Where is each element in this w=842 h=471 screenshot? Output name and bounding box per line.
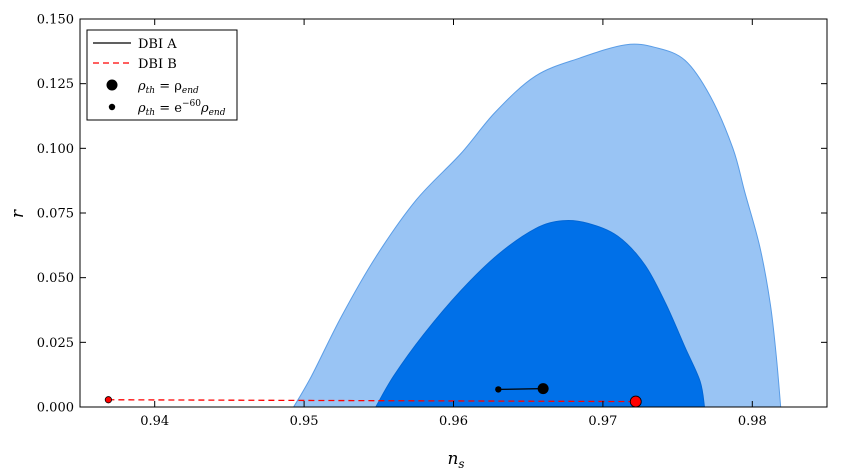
y-tick-label: 0.050 [37,271,74,286]
series-line-dbi-b [108,399,636,403]
legend-label-dbi-b: DBI B [138,57,177,72]
y-tick-label: 0.025 [37,336,74,351]
series-line-dbi-a [498,387,544,391]
data-point-dbi-b-0 [104,396,112,404]
legend-swatch-large-marker [106,79,118,91]
y-axis-label: r [8,209,28,218]
x-tick-label: 0.98 [738,414,767,429]
axis-ticks: 0.94 0.95 0.96 0.97 0.98 0.000 0.025 0.050 0.075… [37,13,827,429]
y-tick-label: 0.150 [37,13,74,28]
legend-label-rho-end: ρth = ρend [137,79,199,96]
data-point-dbi-a-0 [495,386,502,393]
data-point-dbi-b-1 [629,395,642,408]
legend-swatch-small-marker [108,103,116,111]
confidence-contours [292,43,782,408]
y-tick-label: 0.125 [37,77,74,92]
data-point-dbi-a-1 [537,383,549,395]
y-tick-label: 0.100 [37,142,74,157]
legend-label-dbi-a: DBI A [138,37,177,52]
x-tick-label: 0.95 [290,414,319,429]
x-tick-label: 0.96 [439,414,468,429]
contour-68-region [374,219,706,408]
y-tick-label: 0.000 [37,401,74,416]
data-series [104,383,642,408]
x-axis-label: ns [447,449,464,471]
x-tick-label: 0.97 [588,414,617,429]
x-tick-label: 0.94 [140,414,169,429]
legend: DBI A DBI B ρth = ρend ρth = e−60ρend [86,29,238,121]
legend-label-rho-e60: ρth = e−60ρend [137,99,226,118]
y-tick-label: 0.075 [37,207,74,222]
